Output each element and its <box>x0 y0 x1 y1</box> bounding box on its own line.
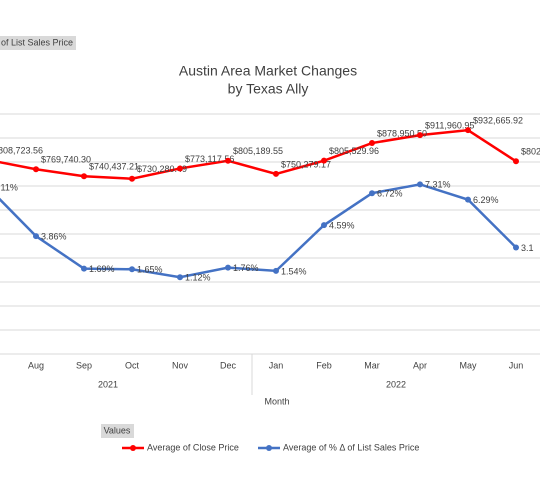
data-label: $740,437.21 <box>89 162 139 172</box>
x-tick-label: Mar <box>364 360 380 370</box>
data-point <box>369 140 375 147</box>
x-tick-label: Nov <box>172 360 189 370</box>
data-point <box>321 157 327 164</box>
data-point <box>417 132 423 139</box>
data-label: 1.12% <box>185 273 211 283</box>
data-label: $878,950.50 <box>377 128 427 138</box>
data-point <box>81 173 87 180</box>
legend-label: Average of % Δ of List Sales Price <box>283 442 419 452</box>
x-tick-label: Oct <box>125 360 140 370</box>
legend-marker <box>266 445 272 451</box>
data-point <box>465 196 471 203</box>
data-label: 6.72% <box>377 189 403 199</box>
field-button[interactable] <box>0 36 76 50</box>
x-tick-label: May <box>459 360 477 370</box>
data-point <box>321 222 327 229</box>
data-label: 3.86% <box>41 231 67 241</box>
data-label: $805,529.96 <box>329 146 379 156</box>
data-label: $730,280.49 <box>137 164 187 174</box>
data-label: 6.29% <box>473 195 499 205</box>
series-line <box>0 128 517 180</box>
data-label: 1.54% <box>281 266 307 276</box>
group-label: 2022 <box>386 379 406 389</box>
data-label: $932,665.92 <box>473 116 523 126</box>
x-tick-label: Jan <box>269 360 284 370</box>
x-tick-label: Dec <box>220 360 237 370</box>
data-point <box>273 267 279 274</box>
group-label: 2021 <box>98 379 118 389</box>
data-label: $805,189.55 <box>233 146 283 156</box>
data-point <box>513 244 519 251</box>
data-label: 4.59% <box>329 221 355 231</box>
data-label: $911,960.95 <box>425 121 474 131</box>
data-label: 7.31% <box>425 180 451 190</box>
data-label: 3.1 <box>521 243 534 253</box>
data-point <box>177 165 183 172</box>
data-label: 1.69% <box>89 264 115 274</box>
data-point <box>225 157 231 164</box>
data-point <box>81 265 87 272</box>
legend-button-label: Values <box>104 425 131 435</box>
data-label: $773,117.56 <box>185 154 234 164</box>
chart-subtitle: by Texas Ally <box>228 81 309 97</box>
x-tick-label: Sep <box>76 360 92 370</box>
chart-title: Austin Area Market Changes <box>179 63 357 79</box>
data-label: $769,740.30 <box>41 155 91 165</box>
data-point <box>225 264 231 271</box>
series-line <box>0 183 517 279</box>
field-button-label: Average of % Δ of List Sales Price <box>0 37 73 47</box>
x-tick-label: Jun <box>509 360 524 370</box>
data-label: 1.76% <box>233 263 259 273</box>
legend-label: Average of Close Price <box>147 442 239 452</box>
data-label: 1.65% <box>137 265 163 275</box>
data-point <box>129 266 135 273</box>
data-label: 7.11% <box>0 183 18 193</box>
data-label: $808,723.56 <box>0 145 43 155</box>
data-point <box>513 158 519 165</box>
data-point <box>33 166 39 173</box>
data-point <box>465 127 471 134</box>
data-point <box>129 175 135 182</box>
data-point <box>33 233 39 240</box>
data-label: $750,279.17 <box>281 159 331 169</box>
legend-button[interactable] <box>101 424 134 438</box>
data-point <box>273 170 279 177</box>
x-tick-label: Aug <box>28 360 44 370</box>
x-tick-label: Apr <box>413 360 427 370</box>
data-point <box>369 190 375 197</box>
data-label: $802,897 <box>521 147 540 157</box>
data-point <box>417 181 423 188</box>
x-axis-title: Month <box>264 396 289 406</box>
x-tick-label: Feb <box>316 360 332 370</box>
data-point <box>177 274 183 281</box>
legend-marker <box>130 445 136 451</box>
